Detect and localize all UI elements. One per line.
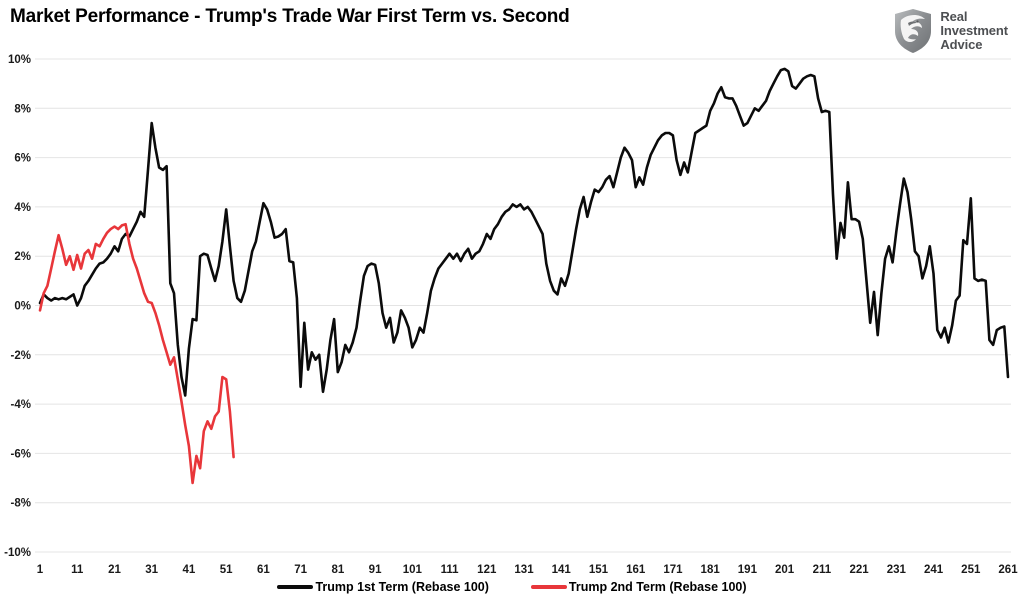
y-tick-label-10: 10% — [8, 54, 31, 66]
x-tick-label-71: 71 — [294, 564, 307, 576]
x-tick-label-201: 201 — [775, 564, 795, 576]
x-tick-label-181: 181 — [701, 564, 721, 576]
x-tick-label-31: 31 — [145, 564, 158, 576]
x-tick-label-1: 1 — [37, 564, 44, 576]
legend-item-trump-2nd-term: Trump 2nd Term (Rebase 100) — [530, 580, 747, 594]
x-tick-label-191: 191 — [738, 564, 758, 576]
x-tick-label-51: 51 — [220, 564, 233, 576]
x-tick-label-161: 161 — [626, 564, 646, 576]
ria-logo-line3: Advice — [940, 37, 983, 53]
x-tick-label-41: 41 — [183, 564, 196, 576]
y-tick-label--6: -6% — [11, 448, 31, 460]
x-tick-label-91: 91 — [369, 564, 382, 576]
series-line-trump-2nd-term — [38, 222, 235, 485]
x-tick-label-111: 111 — [441, 564, 460, 576]
legend-label: Trump 1st Term (Rebase 100) — [315, 580, 489, 594]
x-tick-label-171: 171 — [663, 564, 683, 576]
ria-logo-line1: Real — [940, 8, 968, 24]
y-tick-label--8: -8% — [11, 498, 31, 510]
y-tick-label-6: 6% — [14, 153, 31, 165]
x-tick-label-241: 241 — [924, 564, 944, 576]
x-tick-label-251: 251 — [961, 564, 981, 576]
x-tick-label-141: 141 — [552, 564, 572, 576]
x-tick-label-11: 11 — [71, 564, 84, 576]
y-tick-label-2: 2% — [14, 251, 31, 263]
x-tick-label-101: 101 — [403, 564, 423, 576]
x-tick-label-211: 211 — [813, 564, 832, 576]
x-tick-label-151: 151 — [589, 564, 609, 576]
y-tick-label-4: 4% — [14, 202, 31, 214]
legend-swatch-icon — [277, 585, 314, 589]
series-line-trump-1st-term — [38, 67, 1010, 397]
legend: Trump 1st Term (Rebase 100) Trump 2nd Ter… — [0, 580, 1024, 594]
chart-title: Market Performance - Trump's Trade War F… — [10, 6, 570, 27]
y-tick-label--10: -10% — [4, 547, 31, 559]
y-tick-label-0: 0% — [14, 301, 31, 313]
y-tick-label--4: -4% — [11, 399, 31, 411]
ria-eagle-shield-icon — [895, 9, 932, 53]
y-tick-label-8: 8% — [14, 103, 31, 115]
x-tick-label-221: 221 — [849, 564, 869, 576]
legend-label: Trump 2nd Term (Rebase 100) — [568, 580, 747, 594]
x-tick-label-81: 81 — [331, 564, 344, 576]
ria-logo-line2: Investment — [940, 22, 1008, 38]
x-tick-label-231: 231 — [887, 564, 907, 576]
x-tick-label-21: 21 — [108, 564, 121, 576]
legend-item-trump-1st-term: Trump 1st Term (Rebase 100) — [277, 580, 489, 594]
x-tick-label-261: 261 — [998, 564, 1018, 576]
x-tick-label-121: 121 — [477, 564, 497, 576]
y-tick-label--2: -2% — [11, 350, 31, 362]
x-tick-label-61: 61 — [257, 564, 270, 576]
x-tick-label-131: 131 — [514, 564, 534, 576]
ria-logo-text: Real Investment Advice — [940, 8, 1008, 53]
legend-swatch-icon — [530, 585, 567, 589]
ria-logo: Real Investment Advice — [893, 8, 1008, 54]
